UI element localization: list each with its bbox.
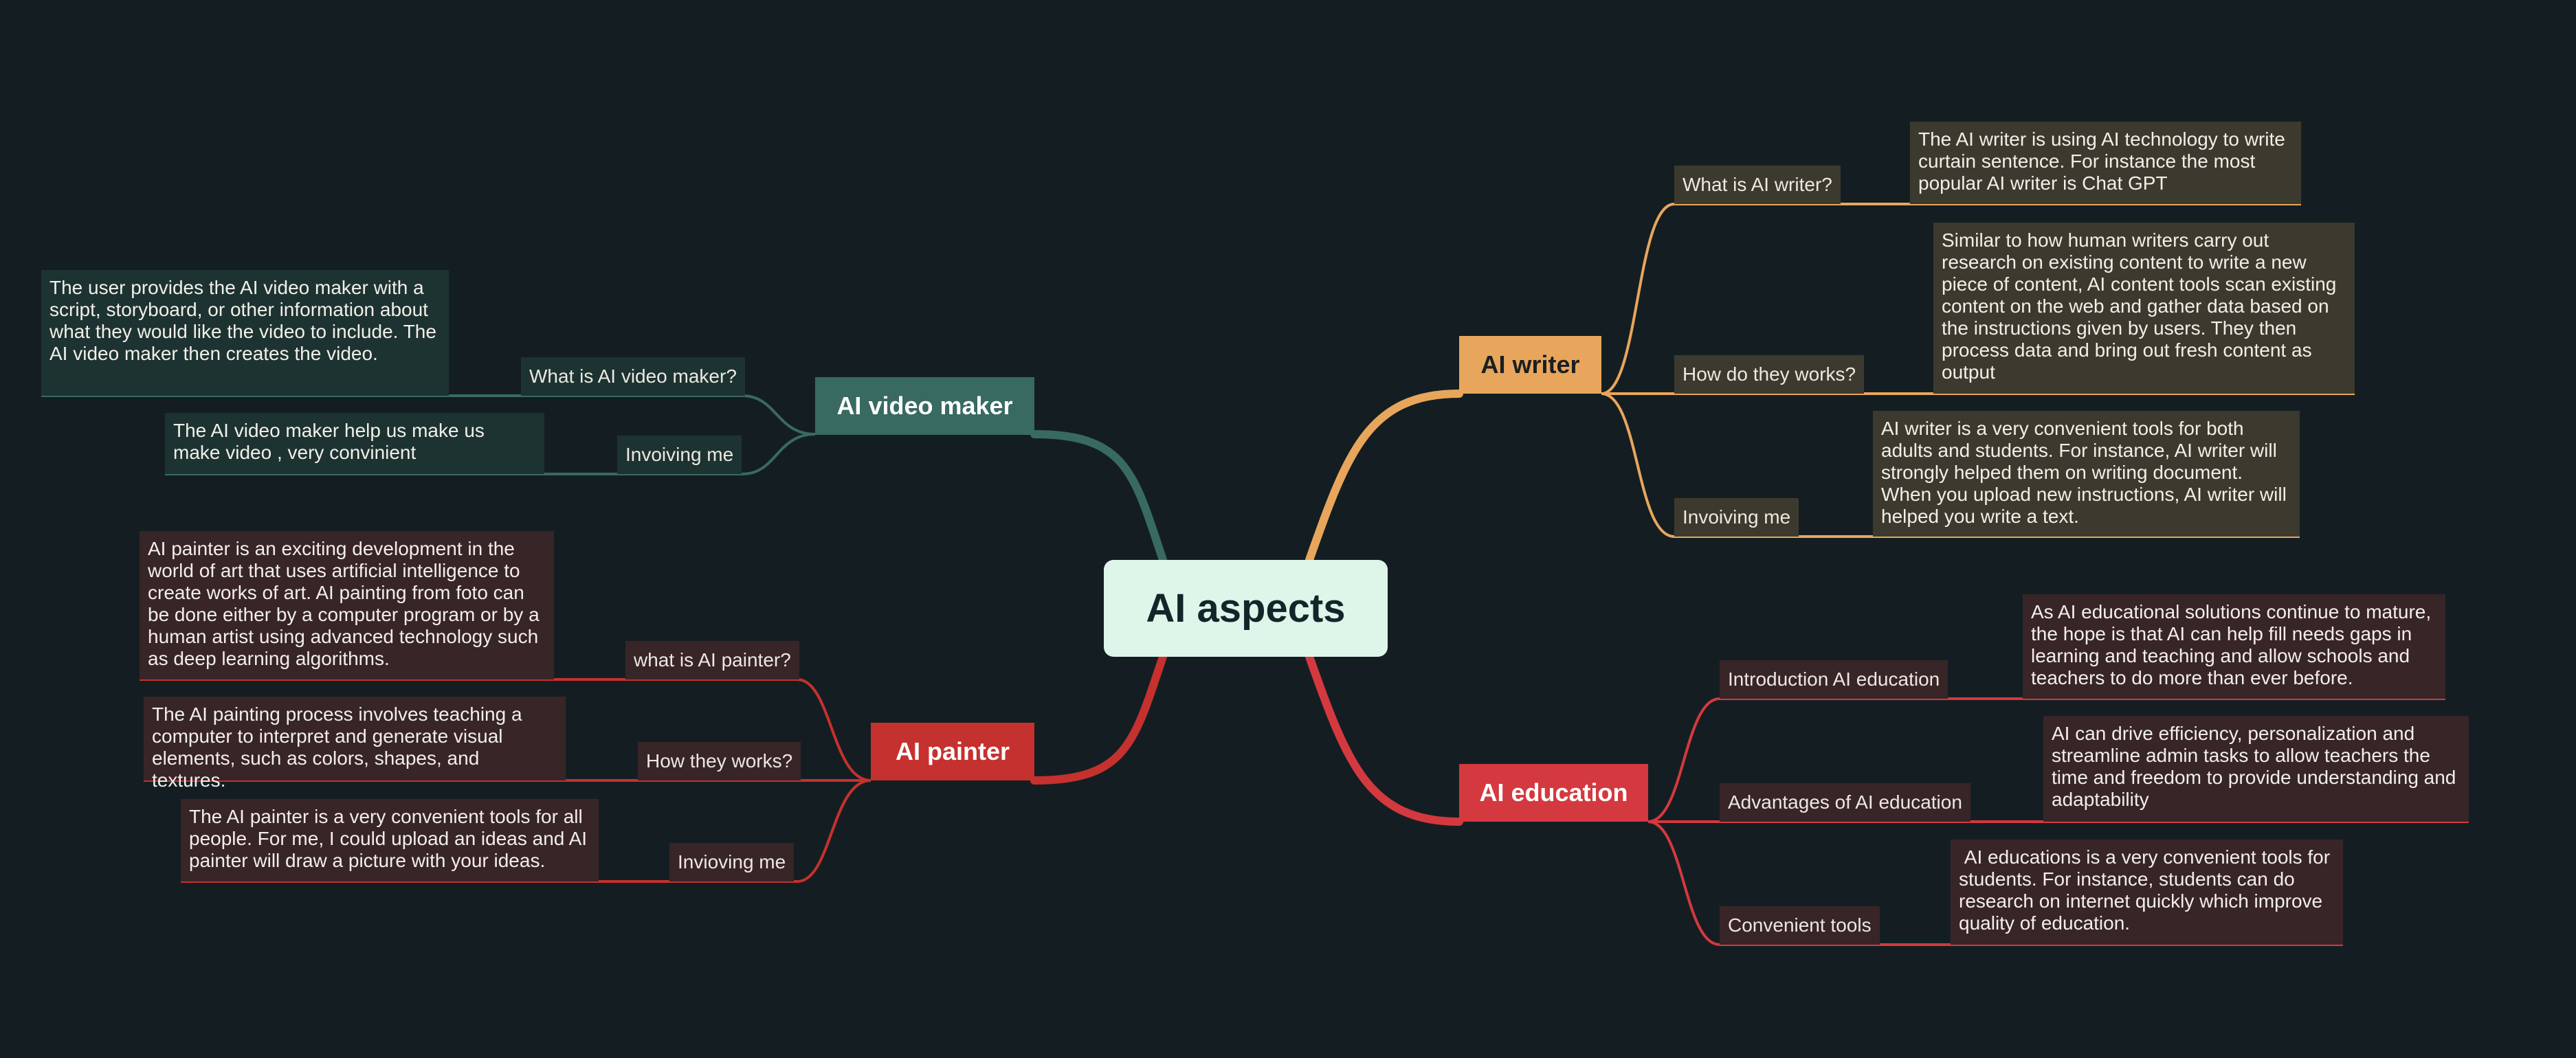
subtopic-what-is-ai-video-maker[interactable]: What is AI video maker? (521, 357, 745, 396)
topic-ai-education[interactable]: AI education (1459, 764, 1648, 822)
trunk-education (1305, 653, 1463, 826)
subtopic-how-do-they-works[interactable]: How do they works? (1674, 355, 1865, 394)
trunk-video-maker (1030, 430, 1167, 564)
detail-how-they-works: The AI painting process involves teachin… (144, 697, 566, 791)
topic-ai-writer[interactable]: AI writer (1459, 336, 1601, 394)
detail-what-is-ai-video-maker: The user provides the AI video maker wit… (41, 270, 449, 396)
subtopic-what-is-ai-writer[interactable]: What is AI writer? (1674, 166, 1841, 204)
detail-video-maker-invoiving-me: The AI video maker help us make us make … (165, 413, 544, 474)
subtopic-how-they-works[interactable]: How they works? (638, 742, 801, 780)
subtopic-advantages-of-ai-education[interactable]: Advantages of AI education (1720, 783, 1970, 822)
detail-what-is-ai-painter: AI painter is an exciting development in… (140, 531, 554, 679)
topic-ai-video-maker[interactable]: AI video maker (815, 377, 1034, 435)
detail-writer-invoiving-me: AI writer is a very convenient tools for… (1873, 411, 2300, 537)
detail-convenient-tools: AI educations is a very convenient tools… (1951, 840, 2343, 945)
detail-how-do-they-works: Similar to how human writers carry out r… (1933, 223, 2355, 394)
topic-ai-painter[interactable]: AI painter (871, 723, 1034, 780)
subtopic-writer-invoiving-me[interactable]: Invoiving me (1674, 498, 1799, 537)
root-topic[interactable]: AI aspects (1104, 560, 1388, 657)
trunk-writer (1305, 390, 1463, 564)
detail-advantages-of-ai-education: AI can drive efficiency, personalization… (2043, 716, 2469, 822)
subtopic-introduction-ai-education[interactable]: Introduction AI education (1720, 660, 1948, 699)
subtopic-convenient-tools[interactable]: Convenient tools (1720, 906, 1880, 945)
detail-introduction-ai-education: As AI educational solutions continue to … (2023, 594, 2445, 699)
detail-what-is-ai-writer: The AI writer is using AI technology to … (1910, 122, 2301, 204)
detail-painter-invioving-me: The AI painter is a very convenient tool… (181, 799, 599, 881)
subtopic-painter-invioving-me[interactable]: Invioving me (669, 843, 795, 881)
trunk-painter (1030, 653, 1167, 785)
subtopic-video-maker-invoiving-me[interactable]: Invoiving me (617, 436, 742, 474)
subtopic-what-is-ai-painter[interactable]: what is AI painter? (625, 641, 799, 679)
